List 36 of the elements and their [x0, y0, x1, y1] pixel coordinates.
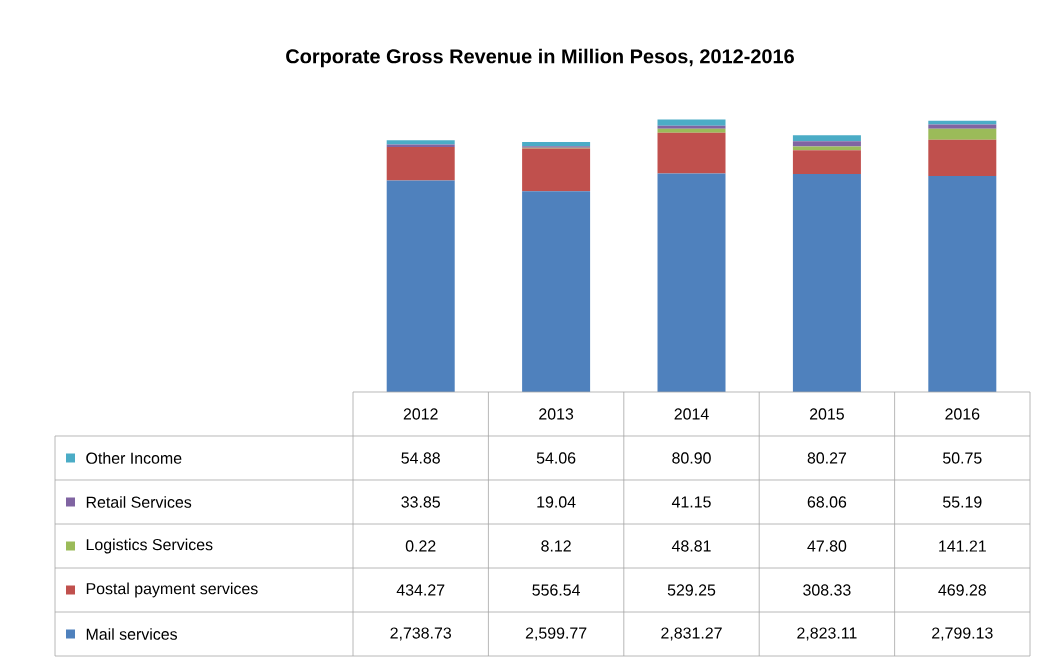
data-label: 41.15 — [671, 496, 711, 508]
data-label: 47.80 — [807, 540, 847, 552]
data-label: 54.06 — [536, 452, 576, 464]
x-tick-label: 2013 — [539, 408, 574, 420]
data-label: 2,738.73 — [390, 627, 452, 641]
chart-title: Corporate Gross Revenue in Million Pesos, 2012-2016 — [286, 48, 794, 68]
data-label: 529.25 — [667, 584, 716, 596]
legend-label: Postal payment services — [86, 582, 258, 598]
data-label: 2,831.27 — [661, 627, 722, 641]
data-label: 80.90 — [672, 452, 711, 464]
data-label: 8.12 — [541, 540, 571, 552]
x-tick-label: 2016 — [945, 408, 980, 420]
data-label: 33.85 — [401, 496, 440, 508]
data-label: 469.28 — [938, 584, 986, 596]
data-label: 80.27 — [807, 452, 847, 464]
data-label: 308.33 — [803, 584, 851, 596]
x-tick-label: 2012 — [403, 408, 438, 420]
data-label: 2,823.11 — [797, 627, 857, 641]
x-tick-label: 2014 — [674, 408, 709, 420]
data-label: 2,599.77 — [525, 627, 587, 641]
legend-label: Retail Services — [86, 496, 192, 508]
data-label: 0.22 — [405, 540, 436, 552]
data-label: 141.21 — [939, 540, 986, 552]
data-label: 55.19 — [943, 496, 982, 508]
data-label: 50.75 — [943, 452, 982, 464]
legend-label: Logistics Services — [86, 538, 213, 554]
x-tick-label: 2015 — [809, 408, 844, 420]
data-label: 54.88 — [401, 452, 440, 464]
data-label: 556.54 — [532, 584, 580, 596]
data-label: 19.04 — [537, 496, 576, 508]
legend-label: Other Income — [86, 452, 182, 464]
data-label: 48.81 — [671, 540, 711, 552]
legend-label: Mail services — [86, 628, 178, 640]
data-label: 68.06 — [807, 496, 847, 508]
data-label: 2,799.13 — [932, 627, 993, 641]
data-label: 434.27 — [396, 584, 445, 596]
